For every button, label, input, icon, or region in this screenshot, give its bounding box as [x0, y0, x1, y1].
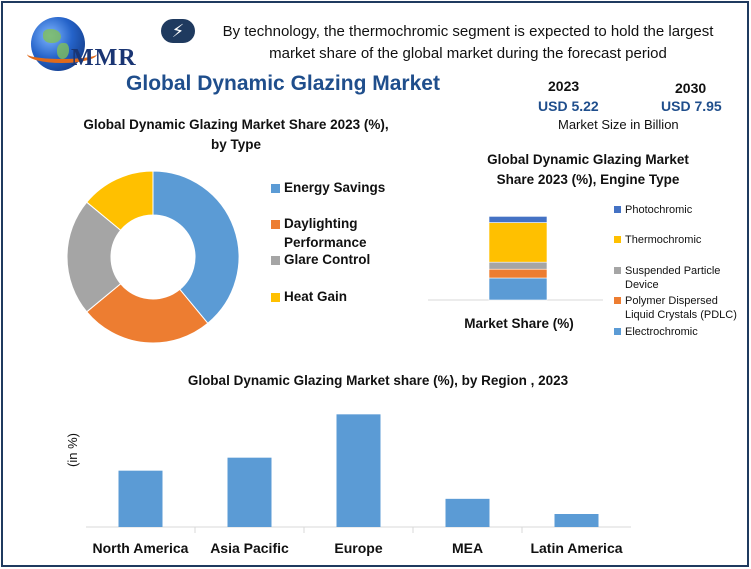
- region-bar-latin-america: [554, 514, 599, 527]
- stacked-chart-title: Global Dynamic Glazing Market Share 2023…: [487, 152, 689, 187]
- region-bar-europe: [336, 414, 381, 527]
- logo-swoosh: [27, 45, 97, 63]
- legend-swatch: [271, 256, 280, 265]
- region-chart-title: Global Dynamic Glazing Market share (%),…: [187, 373, 569, 388]
- value-2030-label: USD 7.95: [661, 98, 722, 114]
- region-tick-label: MEA: [452, 540, 483, 556]
- stacked-legend-item: Electrochromic: [614, 325, 744, 339]
- stacked-legend-item: Photochromic: [614, 203, 744, 217]
- legend-swatch: [614, 328, 621, 335]
- legend-swatch: [271, 184, 280, 193]
- stacked-bar-chart: Market Share (%): [428, 216, 603, 331]
- donut-slice-glare-control: [66, 201, 122, 313]
- donut-slice-heat-gain: [86, 170, 154, 231]
- mmr-logo: MMR: [27, 15, 141, 75]
- stacked-legend-item: Thermochromic: [614, 233, 744, 247]
- legend-swatch: [614, 297, 621, 304]
- donut-legend-item: Energy Savings: [271, 178, 401, 197]
- logo-text: MMR: [71, 45, 137, 71]
- lightning-bolt-icon: ⚡: [161, 19, 195, 43]
- legend-swatch: [271, 220, 280, 229]
- year-2030-label: 2030: [675, 80, 707, 96]
- legend-swatch: [271, 293, 280, 302]
- charts-canvas: Market Share (%) North America Asia Pacif…: [65, 170, 631, 556]
- stacked-x-label: Market Share (%): [464, 316, 574, 331]
- donut-legend-item: Glare Control: [271, 250, 401, 269]
- page-title: Global Dynamic Glazing Market: [126, 72, 440, 95]
- year-2023-label: 2023: [548, 78, 580, 94]
- stacked-segment-electrochromic: [488, 277, 548, 301]
- region-tick-label: Asia Pacific: [210, 540, 289, 556]
- region-bar-asia-pacific: [227, 457, 272, 527]
- region-y-label: (in %): [65, 433, 80, 467]
- stacked-segment-polymer: [488, 268, 548, 279]
- region-tick-label: Latin America: [530, 540, 622, 556]
- stacked-segment-thermochromic: [488, 222, 548, 263]
- donut-slice-daylighting-performance: [86, 283, 209, 344]
- stacked-segment-suspended: [488, 261, 548, 270]
- donut-chart-title: Global Dynamic Glazing Market Share 2023…: [83, 117, 389, 152]
- donut-slice-energy-savings: [152, 170, 240, 324]
- donut-chart: [66, 170, 240, 344]
- legend-swatch: [614, 236, 621, 243]
- value-2023-label: USD 5.22: [538, 98, 599, 114]
- market-size-caption: Market Size in Billion: [558, 117, 679, 132]
- legend-swatch: [614, 206, 621, 213]
- stacked-legend-item: Suspended Particle Device: [614, 264, 729, 292]
- region-tick-label: North America: [93, 540, 189, 556]
- donut-legend-item: Daylighting Performance: [271, 214, 381, 252]
- region-tick-label: Europe: [334, 540, 382, 556]
- stacked-legend-item: Polymer Dispersed Liquid Crystals (PDLC): [614, 294, 742, 322]
- stacked-segment-photochromic: [488, 216, 548, 223]
- legend-swatch: [614, 267, 621, 274]
- region-bar-chart: North America Asia Pacific Europe MEA Latin …: [65, 414, 631, 556]
- headline-text: By technology, the thermochromic segment…: [222, 23, 714, 62]
- region-bar-mea: [445, 498, 490, 527]
- region-bar-north-america: [118, 470, 163, 527]
- donut-legend-item: Heat Gain: [271, 287, 401, 306]
